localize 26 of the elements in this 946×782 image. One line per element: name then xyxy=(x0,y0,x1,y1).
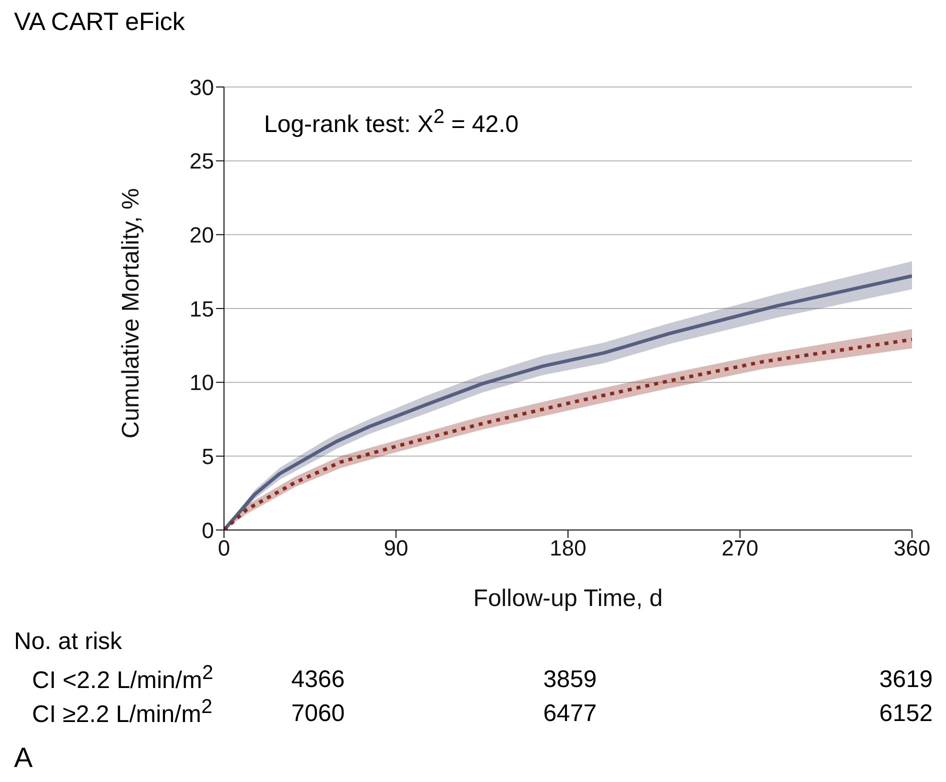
annotation: Log-rank test: X$^{2}$ = 42.0 xyxy=(264,106,519,139)
text: 3619 xyxy=(879,666,933,694)
x-axis-title: Follow-up Time, d xyxy=(473,585,663,612)
x-tick-label: 0 xyxy=(218,536,230,561)
x-tick-label: 90 xyxy=(384,536,408,561)
y-tick-label: 5 xyxy=(202,444,214,469)
text: 3859 xyxy=(543,666,597,694)
text: CI ≥2.2 L/min/m$^{2}$ xyxy=(32,696,212,729)
text: 4366 xyxy=(291,666,345,694)
y-tick-label: 25 xyxy=(190,148,214,174)
text: CI <2.2 L/min/m$^{2}$ xyxy=(32,662,214,695)
y-tick-label: 15 xyxy=(190,296,214,322)
y-tick-label: 10 xyxy=(190,370,214,396)
y-axis-title: Cumulative Mortality, % xyxy=(118,188,145,438)
x-tick-label: 270 xyxy=(722,536,758,561)
y-tick-label: 30 xyxy=(190,74,214,100)
y-tick-label: 20 xyxy=(190,222,214,248)
text: 6477 xyxy=(543,700,597,728)
x-tick-label: 360 xyxy=(894,536,930,561)
text: 7060 xyxy=(291,700,345,728)
chart-title: VA CART eFick xyxy=(14,8,185,37)
x-tick-label: 180 xyxy=(550,536,586,561)
text: No. at risk xyxy=(14,628,122,656)
y-tick-label: 0 xyxy=(202,518,214,543)
text: A xyxy=(14,742,33,774)
text: 6152 xyxy=(879,700,933,728)
